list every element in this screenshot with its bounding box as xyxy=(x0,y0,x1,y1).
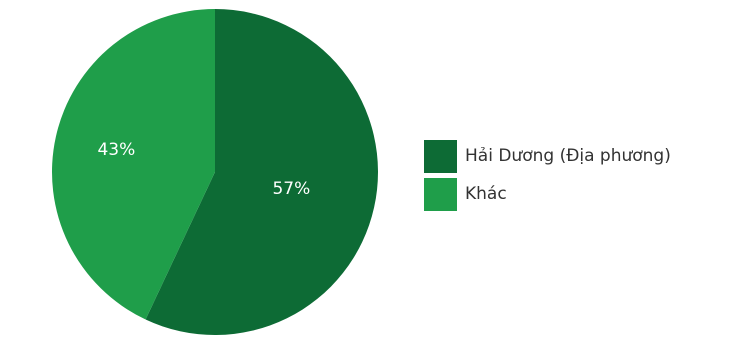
legend-swatch-khac xyxy=(424,177,457,211)
legend-label-hai-duong: Hải Dương (Địa phương) xyxy=(465,146,671,166)
pie-slice-khac xyxy=(51,8,216,320)
pie-slices xyxy=(51,8,379,335)
legend-item-hai-duong: Hải Dương (Địa phương) xyxy=(424,139,671,173)
pie-label-hai-duong: 57% xyxy=(272,179,310,199)
pie-labels: 57% 43% xyxy=(97,140,310,199)
legend-label-khac: Khác xyxy=(465,184,507,204)
pie-slice-hai-duong xyxy=(145,9,379,335)
legend-item-khac: Khác xyxy=(424,177,671,211)
legend-swatch-hai-duong xyxy=(424,139,457,173)
legend: Hải Dương (Địa phương) Khác xyxy=(424,139,671,216)
pie-label-khac: 43% xyxy=(97,140,135,160)
